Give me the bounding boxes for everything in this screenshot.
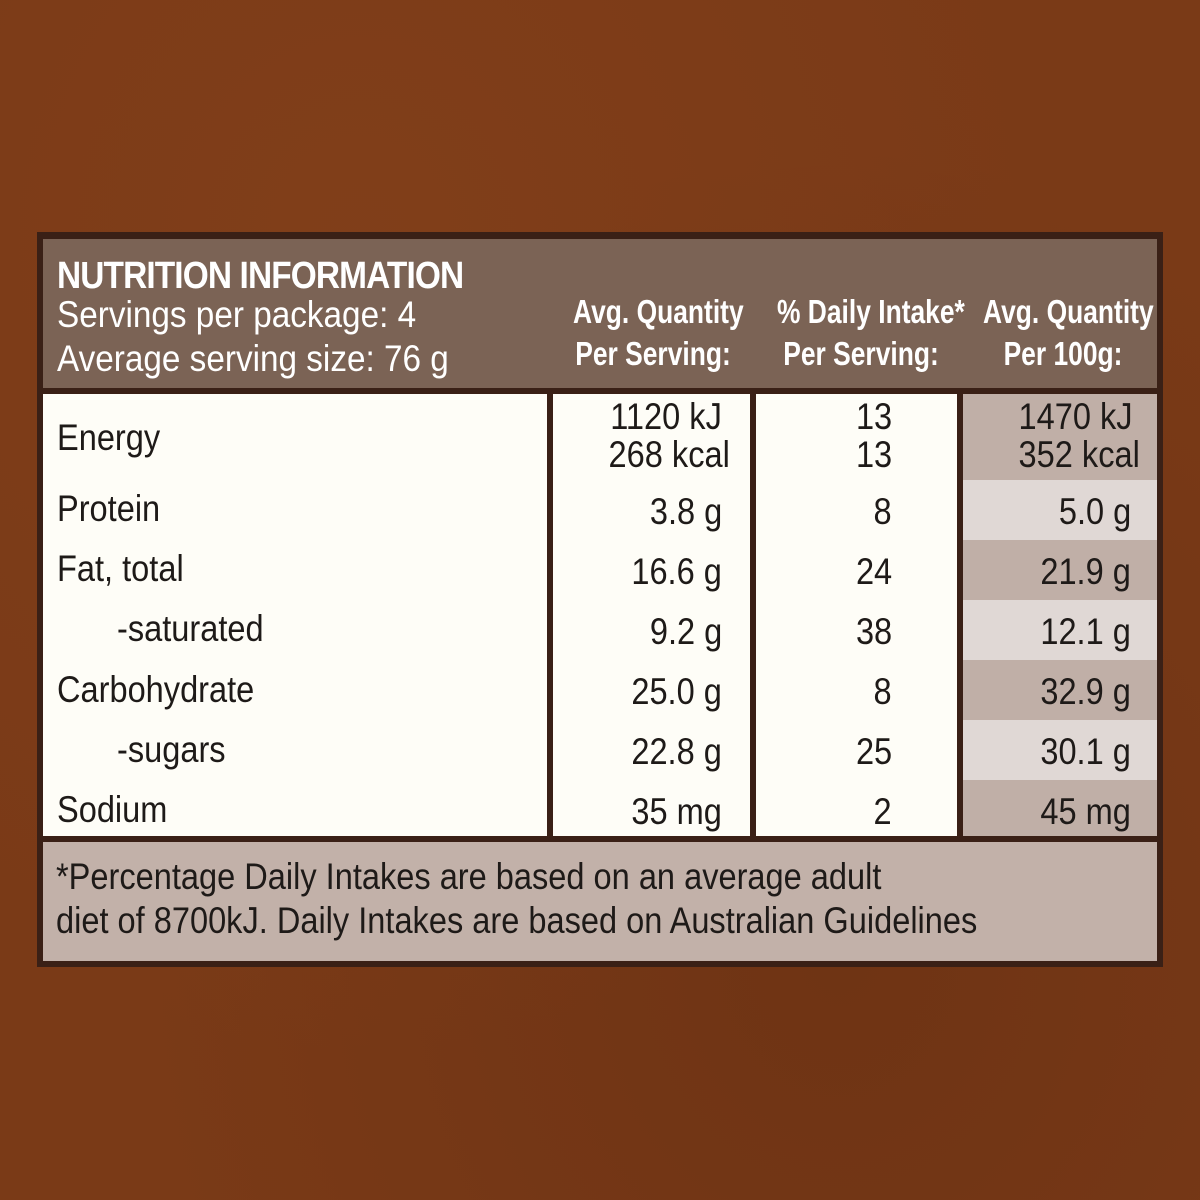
- column-header-daily-intake: % Daily Intake* Per Serving:: [777, 293, 965, 372]
- energy-kcal-per-serving: 268 kcal: [608, 434, 730, 475]
- fat-per-serving: 16.6 g: [631, 551, 722, 592]
- energy-kj-daily-intake: 13: [855, 396, 892, 437]
- carbohydrate-daily-intake: 8: [873, 671, 892, 712]
- carbohydrate-per-100g: 32.9 g: [1040, 671, 1131, 712]
- daily-intake-column: 13 13 8 24 38 8 25 2: [756, 394, 957, 836]
- row-label-fat-total: Fat, total: [57, 548, 184, 589]
- row-band-sugars: [963, 720, 1157, 780]
- fat-daily-intake: 24: [855, 551, 892, 592]
- sodium-per-100g: 45 mg: [1040, 791, 1131, 832]
- fat-per-100g: 21.9 g: [1040, 551, 1131, 592]
- column-header-per-serving: Avg. Quantity Per Serving:: [573, 293, 744, 372]
- protein-daily-intake: 8: [873, 491, 892, 532]
- energy-kcal-daily-intake: 13: [855, 434, 892, 475]
- sodium-per-serving: 35 mg: [631, 791, 722, 832]
- panel-title: NUTRITION INFORMATION: [57, 255, 464, 297]
- per-100g-column: 1470 kJ 352 kcal 5.0 g 21.9 g 12.1 g 32.…: [963, 394, 1157, 836]
- energy-kj-per-serving: 1120 kJ: [610, 396, 722, 437]
- saturated-per-100g: 12.1 g: [1040, 611, 1131, 652]
- footnote-line-2: diet of 8700kJ. Daily Intakes are based …: [56, 900, 978, 941]
- column-header-per-100g: Avg. Quantity Per 100g:: [983, 293, 1154, 372]
- row-band-fat: [963, 540, 1157, 600]
- energy-kj-per-100g: 1470 kJ: [1018, 396, 1133, 437]
- sugars-daily-intake: 25: [855, 731, 892, 772]
- servings-per-package: Servings per package: 4: [57, 294, 417, 335]
- row-label-energy: Energy: [57, 417, 161, 458]
- energy-kcal-per-100g: 352 kcal: [1018, 434, 1140, 475]
- row-band-sodium: [963, 780, 1157, 836]
- row-band-protein: [963, 480, 1157, 540]
- sodium-daily-intake: 2: [873, 791, 892, 832]
- row-band-energy: [963, 394, 1157, 480]
- row-label-sugars: -sugars: [117, 729, 226, 770]
- sugars-per-serving: 22.8 g: [631, 731, 722, 772]
- sugars-per-100g: 30.1 g: [1040, 731, 1131, 772]
- carbohydrate-per-serving: 25.0 g: [631, 671, 722, 712]
- protein-per-100g: 5.0 g: [1058, 491, 1131, 532]
- serving-size: Average serving size: 76 g: [57, 338, 449, 379]
- row-label-sodium: Sodium: [57, 789, 168, 830]
- footnote-box: *Percentage Daily Intakes are based on a…: [43, 842, 1157, 961]
- nutrition-header: NUTRITION INFORMATION Servings per packa…: [43, 239, 1157, 388]
- row-band-carbohydrate: [963, 660, 1157, 720]
- row-label-saturated: -saturated: [117, 608, 264, 649]
- nutrition-panel: NUTRITION INFORMATION Servings per packa…: [37, 232, 1163, 967]
- per-serving-column: 1120 kJ 268 kcal 3.8 g 16.6 g 9.2 g 25.0…: [553, 394, 750, 836]
- row-label-carbohydrate: Carbohydrate: [57, 669, 255, 710]
- footnote-line-1: *Percentage Daily Intakes are based on a…: [56, 856, 882, 897]
- protein-per-serving: 3.8 g: [649, 491, 722, 532]
- nutrient-label-column: Energy Protein Fat, total -saturated Car…: [43, 394, 547, 836]
- saturated-daily-intake: 38: [855, 611, 892, 652]
- row-label-protein: Protein: [57, 488, 161, 529]
- row-band-saturated: [963, 600, 1157, 660]
- saturated-per-serving: 9.2 g: [649, 611, 722, 652]
